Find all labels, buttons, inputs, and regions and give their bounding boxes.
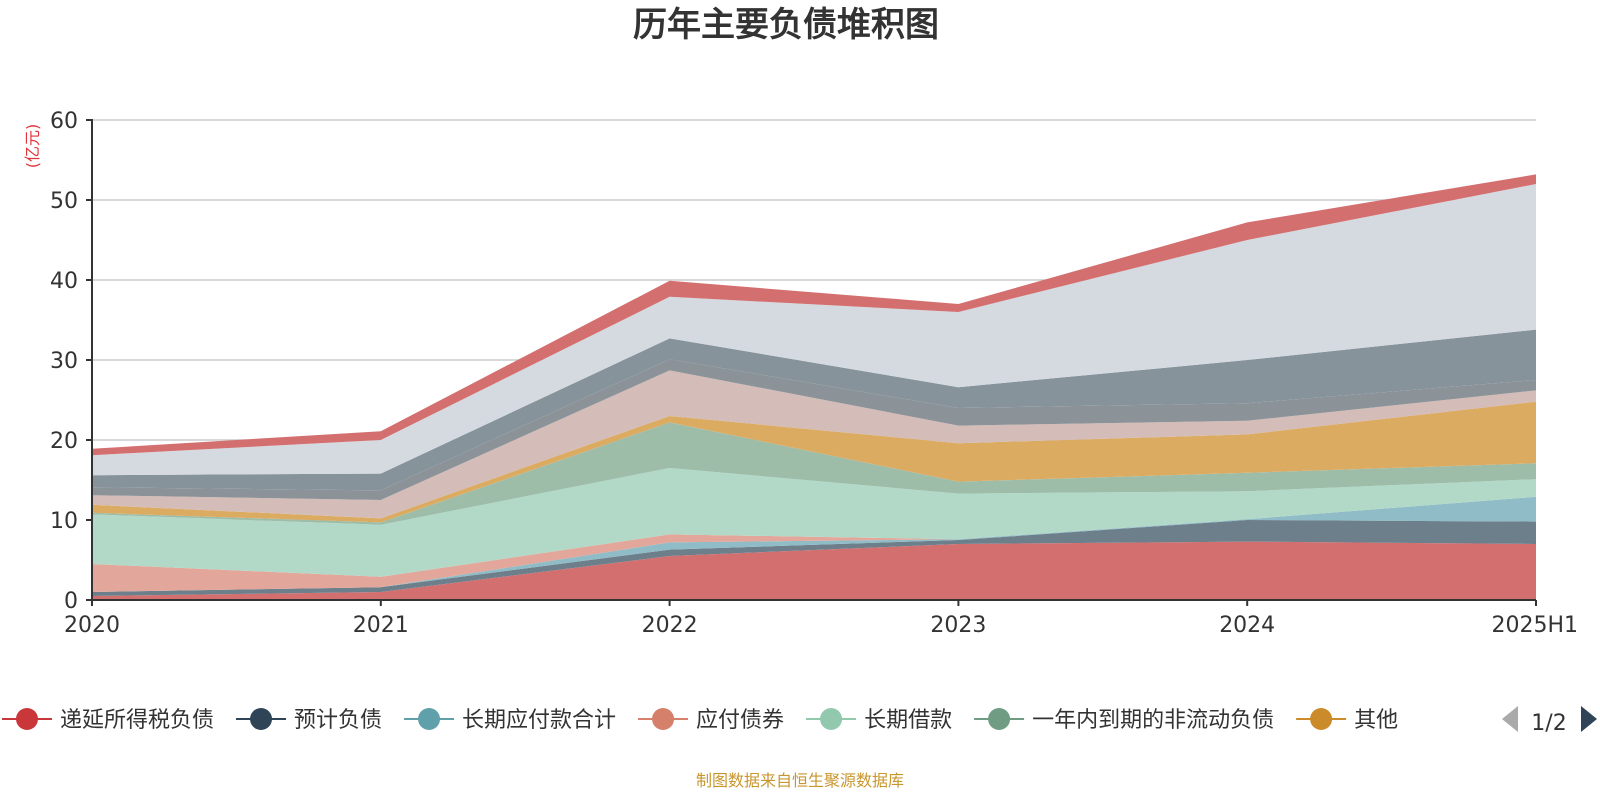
- data-source-note: 制图数据来自恒生聚源数据库: [696, 771, 904, 790]
- legend-label: 预计负债: [294, 708, 382, 733]
- area-series-6: [92, 422, 1536, 525]
- area-series: [92, 174, 1536, 600]
- legend-item[interactable]: 预计负债: [236, 708, 382, 733]
- axes: 0 10 20 30 40 50 60 2020 2021 2022 2023 2024 2025H1: [50, 109, 1578, 638]
- triangle-left-icon[interactable]: [1502, 706, 1518, 732]
- area-series-3: [92, 496, 1536, 592]
- x-tick-label: 2025H1: [1491, 613, 1578, 638]
- area-series-4: [92, 496, 1536, 592]
- legend-item[interactable]: 长期应付款合计: [404, 708, 616, 733]
- x-tick-label: 2022: [642, 613, 698, 638]
- legend-marker-icon: [652, 708, 675, 730]
- legend-marker-icon: [820, 708, 843, 730]
- legend-label: 应付债券: [696, 708, 784, 733]
- legend-marker-icon: [250, 708, 273, 730]
- y-tick-label: 50: [50, 189, 78, 214]
- area-series-1: [92, 541, 1536, 600]
- legend-pager: 1/2: [1502, 706, 1597, 736]
- legend-item[interactable]: 长期借款: [806, 708, 952, 733]
- y-tick-label: 40: [50, 269, 78, 294]
- area-series-11: [92, 184, 1536, 476]
- legend-label: 其他: [1354, 708, 1398, 733]
- legend-marker-icon: [16, 708, 38, 730]
- legend-page-indicator: 1/2: [1531, 711, 1566, 736]
- triangle-right-icon[interactable]: [1581, 706, 1597, 732]
- y-tick-label: 20: [50, 429, 78, 454]
- legend: 递延所得税负债 预计负债 长期应付款合计 应付债券 长期借款 一年内到期的非流动负债 其他: [2, 708, 1398, 733]
- legend-marker-icon: [1310, 708, 1333, 730]
- legend-item[interactable]: 一年内到期的非流动负债: [974, 708, 1274, 733]
- area-series-9: [92, 359, 1536, 500]
- y-axis-unit: (亿元): [23, 124, 42, 169]
- area-series-12: [92, 174, 1536, 456]
- area-series-7: [92, 401, 1536, 523]
- legend-item[interactable]: 应付债券: [638, 708, 784, 733]
- legend-label: 一年内到期的非流动负债: [1032, 708, 1274, 733]
- x-tick-label: 2023: [930, 613, 986, 638]
- legend-label: 递延所得税负债: [60, 708, 214, 733]
- area-series-10: [92, 329, 1536, 491]
- x-tick-label: 2020: [64, 613, 120, 638]
- legend-item[interactable]: 递延所得税负债: [2, 708, 214, 733]
- legend-item[interactable]: 其他: [1296, 708, 1398, 733]
- y-tick-label: 60: [50, 109, 78, 134]
- y-tick-label: 0: [64, 589, 78, 614]
- y-tick-label: 10: [50, 509, 78, 534]
- legend-marker-icon: [988, 708, 1011, 730]
- legend-label: 长期借款: [864, 708, 952, 733]
- legend-label: 长期应付款合计: [462, 708, 616, 733]
- area-series-8: [92, 370, 1536, 519]
- legend-marker-icon: [418, 708, 441, 730]
- area-series-5: [92, 468, 1536, 577]
- chart-title: 历年主要负债堆积图: [633, 5, 939, 45]
- y-tick-label: 30: [50, 349, 78, 374]
- area-series-2: [92, 520, 1536, 596]
- x-tick-label: 2024: [1219, 613, 1275, 638]
- x-tick-label: 2021: [353, 613, 409, 638]
